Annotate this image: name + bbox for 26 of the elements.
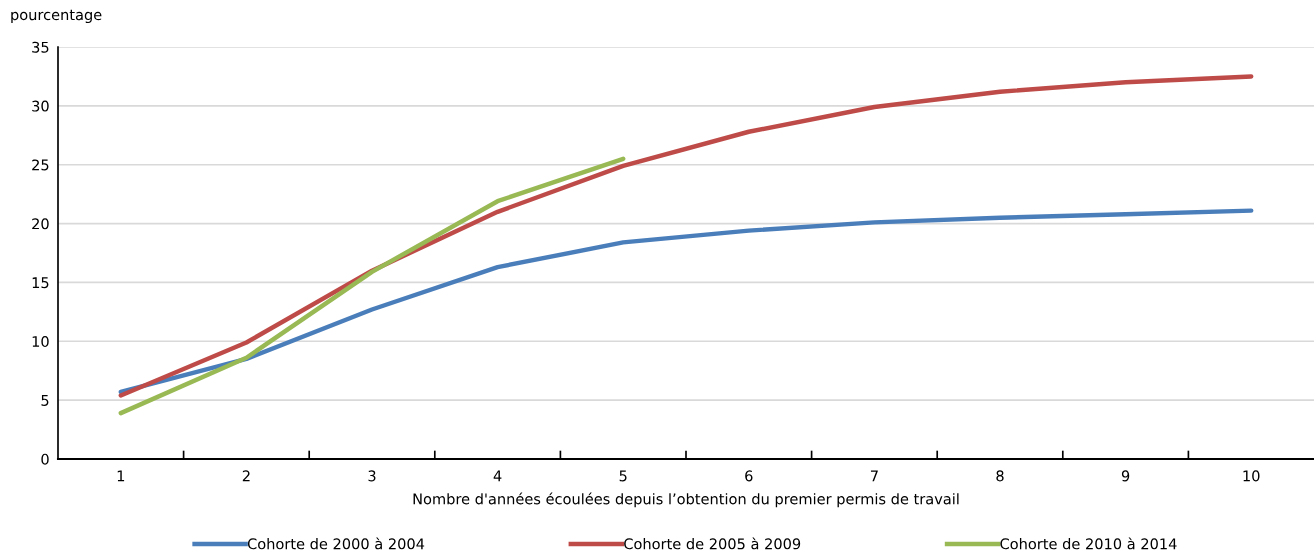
legend-label: Cohorte de 2000 à 2004 xyxy=(247,537,425,550)
x-tick-label: 2 xyxy=(242,470,250,482)
y-tick-label: 5 xyxy=(41,395,49,406)
y-tick-label: 20 xyxy=(32,218,49,230)
x-tick-label: 8 xyxy=(996,470,1004,482)
line-series xyxy=(118,74,1254,398)
legend-label: Cohorte de 2010 à 2014 xyxy=(1000,537,1177,550)
x-tick-label: 10 xyxy=(1243,470,1260,482)
y-tick-label: 25 xyxy=(32,159,49,171)
y-tick-label: 0 xyxy=(41,453,49,465)
x-tick-label: 3 xyxy=(368,470,376,482)
x-tick-label: 1 xyxy=(117,470,125,482)
line-series xyxy=(118,156,626,416)
legend-label: Cohorte de 2005 à 2009 xyxy=(624,537,801,550)
x-tick-label: 6 xyxy=(745,470,753,482)
x-tick-label: 5 xyxy=(619,470,627,482)
x-tick-label: 7 xyxy=(870,470,878,482)
line-series xyxy=(118,208,1254,395)
y-axis-title: pourcentage xyxy=(11,9,102,24)
y-tick-label: 30 xyxy=(32,100,49,112)
y-tick-label: 35 xyxy=(32,41,49,53)
x-tick-label: 4 xyxy=(493,470,502,482)
y-tick-label: 15 xyxy=(32,277,49,289)
x-tick-label: 9 xyxy=(1121,470,1130,482)
x-axis-title: Nombre d'années écoulées depuis l’obtention du premier permis de travail xyxy=(413,492,959,508)
y-tick-label: 10 xyxy=(32,336,49,348)
